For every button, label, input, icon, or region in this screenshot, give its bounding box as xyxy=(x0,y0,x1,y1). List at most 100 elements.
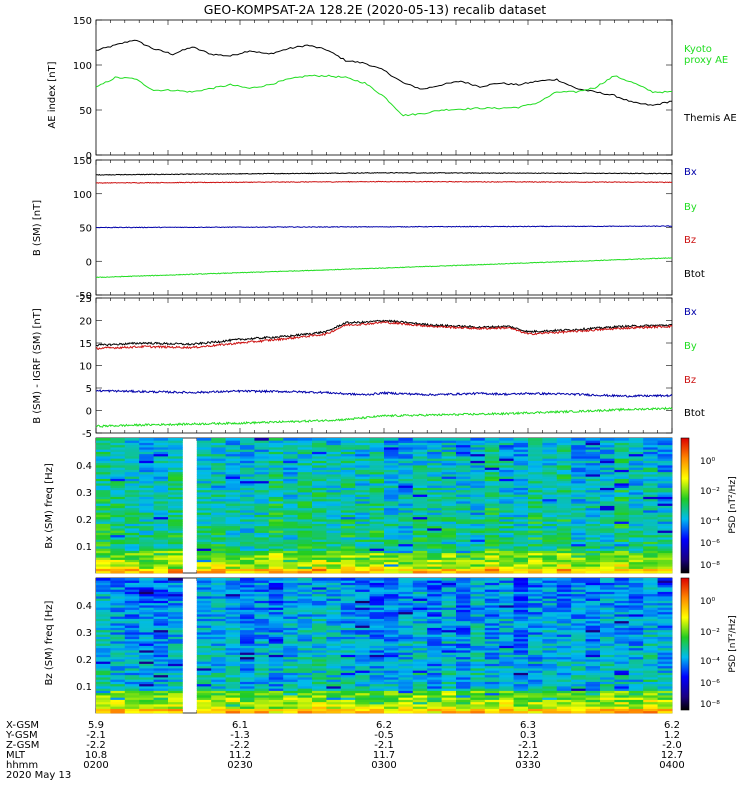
bz-cell xyxy=(197,578,212,581)
bx-cell xyxy=(614,438,629,441)
bz-cell xyxy=(139,578,154,581)
bigrf-ytick-label: 10 xyxy=(79,362,92,373)
bx-ytick-label: 0.3 xyxy=(76,488,92,499)
bz-cell xyxy=(254,578,269,581)
bx-cell xyxy=(197,438,212,441)
bx-cell xyxy=(542,438,557,441)
bz-cell xyxy=(528,578,543,581)
bx-cell xyxy=(470,438,485,441)
bigrf-ytick-label: 25 xyxy=(79,294,92,305)
bx-ytick-label: 0.2 xyxy=(76,515,92,526)
bz-cell xyxy=(542,578,557,581)
bx-cell xyxy=(528,438,543,441)
bz-cell xyxy=(154,578,169,581)
bz-cell xyxy=(283,578,298,581)
bx-cell xyxy=(326,438,341,441)
bz-cell xyxy=(110,578,125,581)
bx-cell xyxy=(312,438,327,441)
bx-cell xyxy=(211,438,226,441)
bx-cell xyxy=(283,438,298,441)
ae-series-kyoto-proxy-ae xyxy=(96,75,672,116)
bx-cell xyxy=(398,438,413,441)
bx-cell xyxy=(254,438,269,441)
bx-cell xyxy=(499,438,514,441)
bx-cell xyxy=(586,438,601,441)
bz-cell xyxy=(326,578,341,581)
bz-cell xyxy=(355,578,370,581)
bsm-ytick-label: 0 xyxy=(86,257,92,268)
bz-cell xyxy=(269,578,284,581)
bz-cell xyxy=(240,578,255,581)
bx-cell xyxy=(514,438,529,441)
bx-cell xyxy=(154,438,169,441)
bx-cell xyxy=(557,438,572,441)
bx-cell xyxy=(384,438,399,441)
bz-cell xyxy=(96,578,111,581)
bx-cell xyxy=(600,438,615,441)
bx-cell xyxy=(485,438,500,441)
bz-spectrogram xyxy=(96,578,672,713)
bz-cell xyxy=(571,578,586,581)
bigrf-ytick-label: 15 xyxy=(79,339,92,350)
bigrf-ytick-label: 5 xyxy=(86,384,92,395)
bx-cell xyxy=(571,438,586,441)
bx-cell xyxy=(269,438,284,441)
bx-ytick-label: 0.1 xyxy=(76,542,92,553)
bz-cell xyxy=(370,578,385,581)
bsm-ytick-label: 50 xyxy=(79,224,92,235)
bz-cell xyxy=(168,578,183,581)
bx-cell xyxy=(298,438,313,441)
bigrf-ytick-label: 0 xyxy=(86,407,92,418)
bz-cell xyxy=(312,578,327,581)
bz-cell xyxy=(557,578,572,581)
bz-cell xyxy=(125,578,140,581)
bx-cell xyxy=(226,438,241,441)
plot-layer xyxy=(96,40,672,713)
bx-cell xyxy=(96,438,111,441)
bz-ytick-label: 0.3 xyxy=(76,628,92,639)
bx-cell xyxy=(125,438,140,441)
bigrf-series-btot xyxy=(96,320,672,346)
ae-ytick-label: 150 xyxy=(73,16,92,27)
ae-ytick-label: 50 xyxy=(79,106,92,117)
bx-cell xyxy=(658,438,673,441)
bx-cell xyxy=(643,438,658,441)
bsm-ytick-label: 100 xyxy=(73,190,92,201)
bz-cell xyxy=(586,578,601,581)
bz-cell xyxy=(211,578,226,581)
bx-cell xyxy=(413,438,428,441)
ae-frame xyxy=(96,20,672,155)
bx-cell xyxy=(370,438,385,441)
bx-cell xyxy=(341,438,356,441)
bz-cell xyxy=(499,578,514,581)
figure-title: GEO-KOMPSAT-2A 128.2E (2020-05-13) recal… xyxy=(204,2,547,17)
bx-cell xyxy=(110,438,125,441)
bx-spectrogram xyxy=(96,438,672,573)
bsm-series-btot xyxy=(96,173,672,176)
bz-cell xyxy=(226,578,241,581)
bx-cell xyxy=(139,438,154,441)
bsm-series-bz xyxy=(96,181,672,183)
bz-ytick-label: 0.4 xyxy=(76,601,92,612)
bigrf-series-bx xyxy=(96,390,672,397)
bigrf-ytick-label: -5 xyxy=(82,429,92,440)
bsm-series-by xyxy=(96,258,672,278)
bz-cell xyxy=(470,578,485,581)
bsm-ytick-label: 150 xyxy=(73,156,92,167)
bx-cell xyxy=(629,438,644,441)
bigrf-series-by xyxy=(96,408,672,428)
bsm-series-bx xyxy=(96,226,672,228)
bigrf-frame xyxy=(96,298,672,433)
bz-ytick-label: 0.2 xyxy=(76,655,92,666)
bx-cell xyxy=(168,438,183,441)
bx-cell xyxy=(240,438,255,441)
bz-cell xyxy=(398,578,413,581)
bx-cell xyxy=(427,438,442,441)
bz-cell xyxy=(485,578,500,581)
bz-cell xyxy=(514,578,529,581)
ae-ytick-label: 100 xyxy=(73,61,92,72)
bx-cell xyxy=(442,438,457,441)
bigrf-ytick-label: 20 xyxy=(79,317,92,328)
bx-ytick-label: 0.4 xyxy=(76,461,92,472)
